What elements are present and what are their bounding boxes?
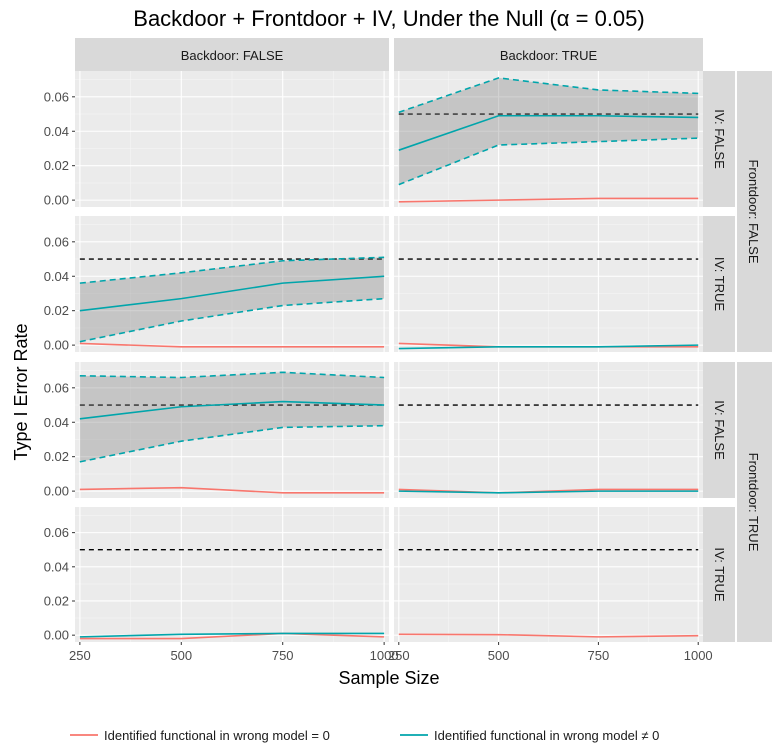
ci-lower-line-r0c1 [398, 137, 699, 186]
series-line-0-r2c0 [79, 486, 385, 494]
legend: Identified functional in wrong model = 0… [70, 718, 730, 743]
x-tick-label: 1000 [684, 648, 713, 663]
row-strip-label: IV: TRUE [712, 547, 727, 602]
outer-row-strip-label: Frontdoor: FALSE [746, 159, 761, 263]
x-tick-label: 500 [488, 648, 510, 663]
series-line-0-r3c0 [79, 632, 385, 640]
column-strip [394, 38, 703, 71]
outer-row-strip [737, 362, 772, 642]
series-line-0-r2c1 [398, 488, 699, 494]
ci-lower-line-r1c0 [79, 297, 385, 343]
row-strip [703, 507, 735, 642]
row-strip [703, 216, 735, 352]
series-line-0-r0c1 [398, 197, 699, 203]
y-tick-label: 0.04 [44, 415, 69, 430]
x-axis-label: Sample Size [338, 668, 439, 688]
y-tick-label: 0.00 [44, 628, 69, 643]
y-tick-label: 0.00 [44, 338, 69, 353]
legend-label-0: Identified functional in wrong model = 0 [104, 728, 330, 743]
y-tick-label: 0.02 [44, 449, 69, 464]
series-line-0-r1c0 [79, 342, 385, 348]
legend-entry [400, 718, 730, 719]
row-strip [703, 71, 735, 207]
series-line-1-r3c0 [79, 632, 385, 638]
row-strip [703, 362, 735, 498]
y-tick-label: 0.04 [44, 269, 69, 284]
series-line-1-r2c0 [79, 400, 385, 420]
y-tick-label: 0.06 [44, 89, 69, 104]
row-strip-label: IV: FALSE [712, 400, 727, 460]
x-tick-label: 1000 [370, 648, 399, 663]
series-line-0-r3c1 [398, 633, 699, 638]
ci-upper-line-r1c0 [79, 256, 385, 284]
row-strip-label: IV: TRUE [712, 257, 727, 312]
y-tick-label: 0.04 [44, 124, 69, 139]
legend-label-1: Identified functional in wrong model ≠ 0 [434, 728, 659, 743]
y-tick-label: 0.04 [44, 559, 69, 574]
column-strip [75, 38, 389, 71]
ci-band-r1c0 [79, 257, 385, 342]
column-strip-label: Backdoor: FALSE [181, 48, 284, 63]
series-line-1-r1c0 [79, 275, 385, 312]
x-tick-label: 500 [170, 648, 192, 663]
ci-lower-line-r2c0 [79, 424, 385, 463]
y-tick-label: 0.06 [44, 234, 69, 249]
ci-band-r2c0 [79, 372, 385, 462]
y-tick-label: 0.00 [44, 484, 69, 499]
legend-entry [70, 718, 400, 719]
series-line-1-r2c1 [398, 490, 699, 494]
chart-title: Backdoor + Frontdoor + IV, Under the Nul… [133, 6, 644, 31]
y-tick-label: 0.02 [44, 303, 69, 318]
outer-row-strip-label: Frontdoor: TRUE [746, 453, 761, 552]
y-tick-label: 0.00 [44, 193, 69, 208]
ci-band-r0c1 [398, 77, 699, 185]
series-line-1-r0c1 [398, 114, 699, 151]
y-tick-label: 0.06 [44, 525, 69, 540]
series-line-1-r1c1 [398, 344, 699, 350]
y-tick-label: 0.02 [44, 593, 69, 608]
y-axis-label: Type I Error Rate [11, 323, 31, 460]
column-strip-label: Backdoor: TRUE [500, 48, 598, 63]
ci-upper-line-r2c0 [79, 371, 385, 379]
x-tick-label: 250 [388, 648, 410, 663]
y-tick-label: 0.06 [44, 380, 69, 395]
outer-row-strip [737, 71, 772, 352]
x-tick-label: 250 [69, 648, 91, 663]
x-tick-label: 750 [588, 648, 610, 663]
x-tick-label: 750 [272, 648, 294, 663]
ci-upper-line-r0c1 [398, 77, 699, 114]
facet-grid: Backdoor: FALSE Backdoor: TRUE IV: FALSE IV… [44, 38, 772, 663]
y-tick-label: 0.02 [44, 158, 69, 173]
row-strip-label: IV: FALSE [712, 109, 727, 169]
